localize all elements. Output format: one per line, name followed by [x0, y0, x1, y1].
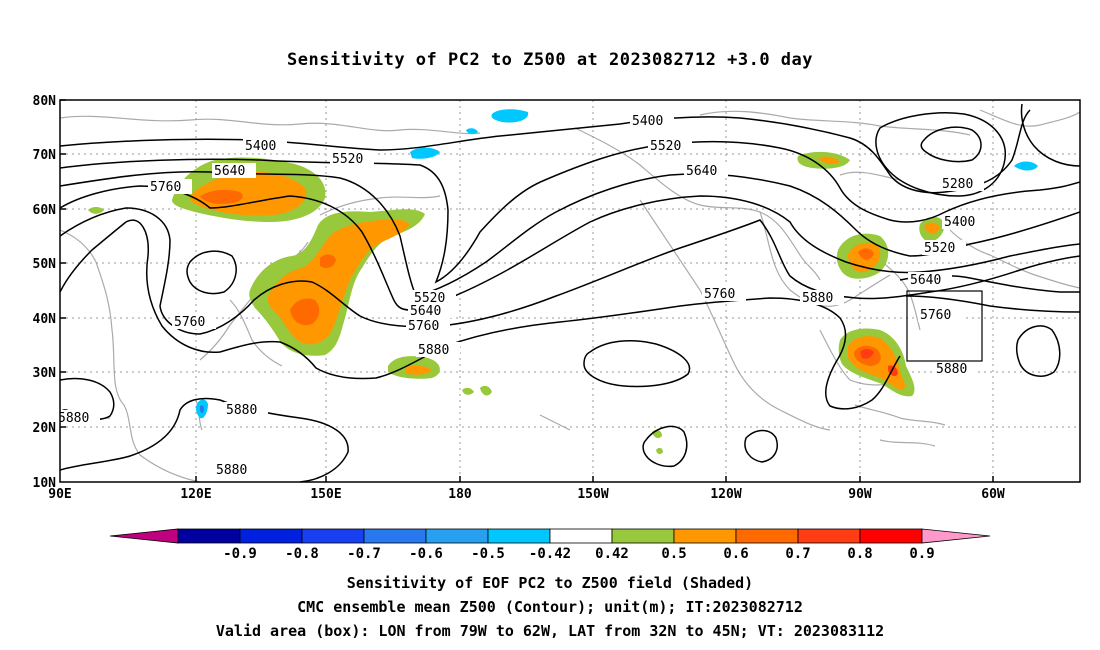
lat-label: 30N	[33, 366, 57, 381]
lon-label: 120E	[180, 487, 211, 502]
lat-label: 10N	[33, 476, 57, 491]
colorbar-label: 0.8	[847, 546, 872, 562]
contour-label-5520: 5520	[414, 291, 445, 306]
colorbar-segment	[673, 528, 737, 544]
negative-region-arctic	[491, 109, 529, 123]
colorbar-segment	[363, 528, 427, 544]
colorbar-label: 0.6	[723, 546, 748, 562]
lon-label: 150E	[310, 487, 341, 502]
colorbar-end-low	[109, 528, 179, 544]
colorbar-end-high	[921, 528, 991, 544]
colorbar: -0.9 -0.8 -0.7 -0.6 -0.5 -0.42 0.42 0.5 0.6 0.7 0.…	[109, 528, 991, 562]
lon-label: 60W	[981, 487, 1005, 502]
contour-label-5640: 5640	[686, 164, 717, 179]
colorbar-label: -0.5	[471, 546, 505, 562]
latitude-labels: 80N 70N 60N 50N 40N 30N 20N 10N	[33, 94, 57, 491]
contour-label-5520: 5520	[924, 241, 955, 256]
colorbar-segment	[859, 528, 923, 544]
plot-frame	[59, 99, 1081, 483]
lat-label: 80N	[33, 94, 57, 109]
caption-line-3: Valid area (box): LON from 79W to 62W, L…	[215, 622, 885, 640]
contour-label-5760: 5760	[408, 319, 439, 334]
colorbar-label: -0.7	[347, 546, 381, 562]
positive-sensitivity-shading	[88, 151, 945, 455]
contour-label-5880: 5880	[936, 362, 967, 377]
lat-label: 40N	[33, 312, 57, 327]
colorbar-label: 0.42	[595, 546, 629, 562]
colorbar-label: -0.6	[409, 546, 443, 562]
contour-label-5640: 5640	[910, 273, 941, 288]
lat-label: 60N	[33, 203, 57, 218]
lon-label: 120W	[710, 487, 741, 502]
plot-area: 5400 5520 5640 5760 5400 5520 5640 5520 …	[58, 100, 1080, 482]
lon-label: 90E	[48, 487, 71, 502]
colorbar-segment	[487, 528, 551, 544]
contour-label-5520: 5520	[650, 139, 681, 154]
contour-label-5760: 5760	[174, 315, 205, 330]
contour-label-5760: 5760	[704, 287, 735, 302]
colorbar-segment	[425, 528, 489, 544]
colorbar-label: 0.7	[785, 546, 810, 562]
contour-label-5640: 5640	[214, 164, 245, 179]
contour-label-5760: 5760	[920, 308, 951, 323]
lat-label: 50N	[33, 257, 57, 272]
contour-label-5400: 5400	[245, 139, 276, 154]
contour-label-5520: 5520	[332, 152, 363, 167]
colorbar-label: 0.5	[661, 546, 686, 562]
contour-label-5640: 5640	[410, 304, 441, 319]
lat-label: 20N	[33, 421, 57, 436]
longitude-labels: 90E 120E 150E 180 150W 120W 90W 60W	[48, 487, 1005, 502]
colorbar-segment	[301, 528, 365, 544]
lat-label: 70N	[33, 148, 57, 163]
colorbar-label: -0.42	[529, 546, 571, 562]
contour-label-5280: 5280	[942, 177, 973, 192]
colorbar-label: -0.8	[285, 546, 319, 562]
lon-label: 150W	[577, 487, 608, 502]
colorbar-segment	[611, 528, 675, 544]
colorbar-segment	[735, 528, 799, 544]
contour-label-5400: 5400	[632, 114, 663, 129]
caption-line-2: CMC ensemble mean Z500 (Contour); unit(m…	[297, 598, 803, 616]
axis-ticks	[60, 99, 994, 482]
contour-label-5880: 5880	[58, 411, 89, 426]
map-title: Sensitivity of PC2 to Z500 at 2023082712…	[286, 50, 813, 70]
contour-label-5400: 5400	[944, 215, 975, 230]
sensitivity-map: 5400 5520 5640 5760 5400 5520 5640 5520 …	[33, 94, 1081, 562]
contour-label-5880: 5880	[226, 403, 257, 418]
colorbar-segment	[239, 528, 303, 544]
colorbar-segment	[177, 528, 241, 544]
contour-label-5760: 5760	[150, 180, 181, 195]
negative-sensitivity-shading	[196, 109, 1038, 419]
contour-labels: 5400 5520 5640 5760 5400 5520 5640 5520 …	[58, 113, 986, 478]
contour-label-5880: 5880	[802, 291, 833, 306]
colorbar-label: -0.9	[223, 546, 257, 562]
lon-label: 90W	[848, 487, 872, 502]
caption-line-1: Sensitivity of EOF PC2 to Z500 field (Sh…	[346, 574, 754, 592]
lon-label: 180	[448, 487, 472, 502]
colorbar-label: 0.9	[909, 546, 934, 562]
colorbar-segment	[549, 528, 613, 544]
valid-area-box	[906, 290, 983, 362]
contour-label-5880: 5880	[216, 463, 247, 478]
gridlines	[60, 100, 1080, 482]
contour-label-5880: 5880	[418, 343, 449, 358]
colorbar-segment	[797, 528, 861, 544]
